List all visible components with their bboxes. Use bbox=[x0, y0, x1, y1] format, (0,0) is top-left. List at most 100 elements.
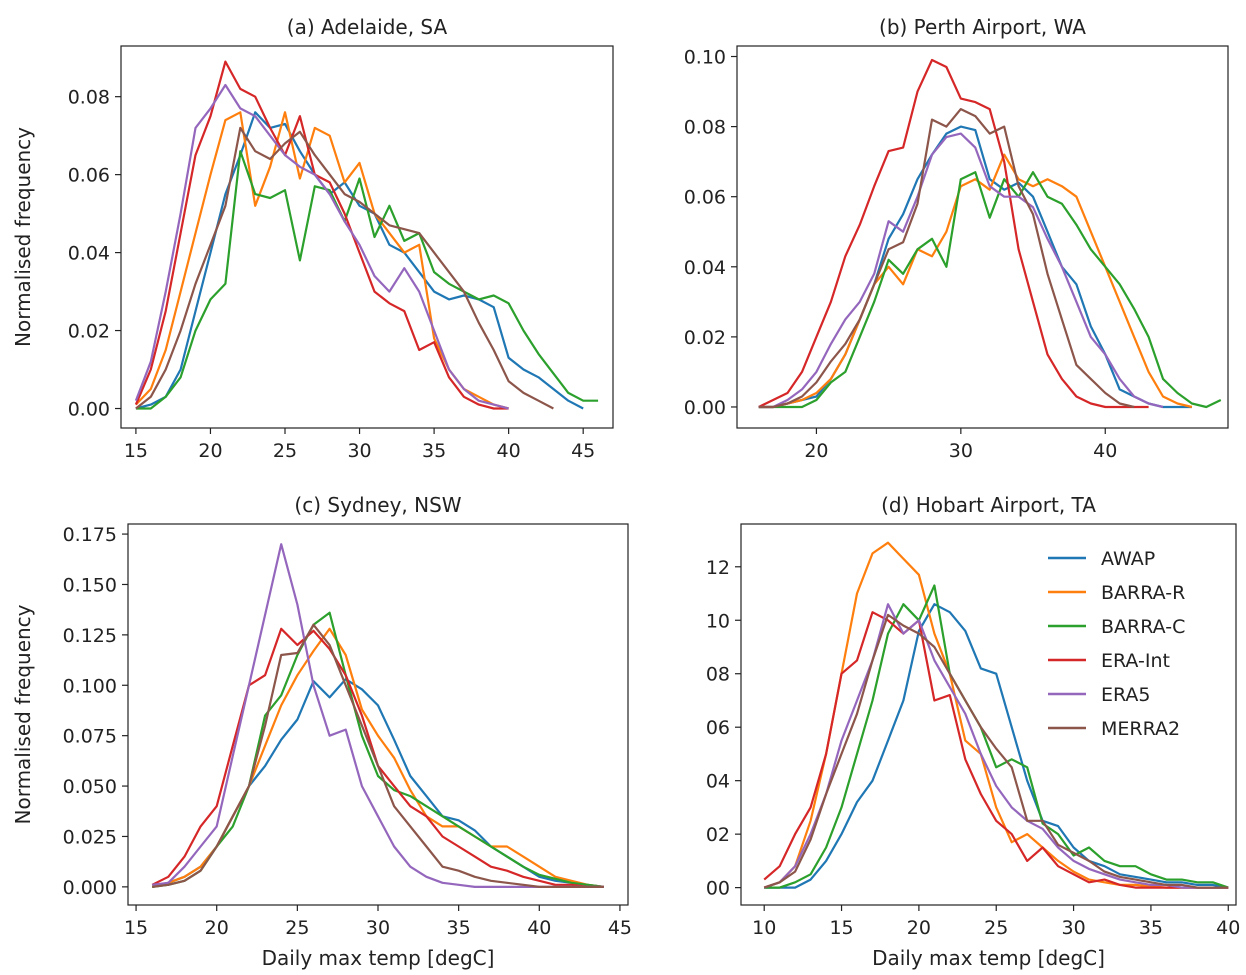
y-tick-label: 0.04 bbox=[68, 243, 110, 265]
y-tick-label: 0.04 bbox=[684, 257, 726, 279]
legend-label: AWAP bbox=[1101, 548, 1155, 570]
y-tick-label: 0.000 bbox=[63, 877, 117, 899]
series-line-4 bbox=[763, 611, 1229, 889]
x-tick-label: 25 bbox=[273, 440, 297, 462]
panel-3: 15 20 25 30 35 40 45 0.000 0.025 0.050 0.075 0.100 0… bbox=[11, 493, 632, 970]
plot-frame bbox=[740, 523, 1237, 906]
x-tick-label: 20 bbox=[205, 917, 229, 939]
series-lines bbox=[134, 60, 599, 410]
y-tick-label: 0.00 bbox=[684, 397, 726, 419]
series-line-6 bbox=[152, 623, 604, 889]
chart-title: (d) Hobart Airport, TA bbox=[881, 493, 1096, 517]
series-line-4 bbox=[151, 627, 604, 889]
x-tick-label: 35 bbox=[1139, 917, 1163, 939]
x-tick-label: 40 bbox=[497, 440, 521, 462]
plot-frame bbox=[736, 45, 1229, 429]
x-tick-label: 30 bbox=[347, 440, 371, 462]
x-tick-label: 30 bbox=[1061, 917, 1085, 939]
legend-label: ERA5 bbox=[1101, 684, 1151, 706]
x-tick-label: 25 bbox=[285, 917, 309, 939]
series-line-2 bbox=[151, 627, 604, 888]
x-tick-label: 30 bbox=[949, 440, 973, 462]
legend-label: ERA-Int bbox=[1101, 650, 1170, 672]
y-axis-label: Normalised frequency bbox=[11, 604, 35, 824]
chart-title: (c) Sydney, NSW bbox=[294, 493, 461, 517]
series-line-5 bbox=[152, 543, 604, 889]
x-tick-label: 25 bbox=[984, 917, 1008, 939]
y-tick-label: 06 bbox=[706, 717, 730, 739]
y-tick-label: 0.06 bbox=[684, 187, 726, 209]
panel-2: 20 30 40 0.00 0.02 0.04 0.06 0.08 0.10 (b) Perth … bbox=[684, 15, 1229, 462]
chart-title: (b) Perth Airport, WA bbox=[879, 15, 1086, 39]
series-line-5 bbox=[763, 603, 1229, 889]
series-line-1 bbox=[135, 111, 584, 410]
series-line-1 bbox=[151, 678, 604, 888]
x-tick-label: 15 bbox=[829, 917, 853, 939]
x-tick-label: 40 bbox=[1093, 440, 1117, 462]
series-line-4 bbox=[758, 58, 1149, 409]
series-line-5 bbox=[134, 83, 509, 410]
series-line-3 bbox=[764, 584, 1229, 889]
y-tick-label: 0.175 bbox=[63, 524, 117, 546]
y-axis-label: Normalised frequency bbox=[11, 127, 35, 347]
x-tick-label: 40 bbox=[527, 917, 551, 939]
x-tick-label: 35 bbox=[422, 440, 446, 462]
legend-label: MERRA2 bbox=[1101, 718, 1180, 740]
series-line-1 bbox=[764, 603, 1229, 889]
y-tick-label: 0.050 bbox=[63, 776, 117, 798]
series-line-4 bbox=[134, 60, 509, 410]
series-line-1 bbox=[758, 125, 1192, 409]
series-line-3 bbox=[758, 171, 1222, 409]
x-tick-label: 20 bbox=[804, 440, 828, 462]
panel-4: 10 15 20 25 30 35 40 00 02 04 06 08 10 12 (d) Hobart A… bbox=[706, 493, 1241, 970]
x-tick-label: 15 bbox=[124, 917, 148, 939]
x-tick-label: 20 bbox=[907, 917, 931, 939]
chart-title: (a) Adelaide, SA bbox=[287, 15, 448, 39]
x-tick-label: 45 bbox=[608, 917, 632, 939]
legend-label: BARRA-R bbox=[1101, 582, 1185, 604]
x-tick-label: 45 bbox=[571, 440, 595, 462]
x-tick-label: 40 bbox=[1216, 917, 1240, 939]
x-tick-label: 10 bbox=[752, 917, 776, 939]
y-tick-label: 0.00 bbox=[68, 399, 110, 421]
y-tick-label: 0.08 bbox=[68, 87, 110, 109]
x-tick-label: 15 bbox=[124, 440, 148, 462]
y-tick-label: 0.100 bbox=[63, 675, 117, 697]
series-lines bbox=[763, 541, 1229, 889]
series-line-3 bbox=[152, 611, 604, 888]
y-tick-label: 0.075 bbox=[63, 726, 117, 748]
x-tick-label: 35 bbox=[447, 917, 471, 939]
legend-label: BARRA-C bbox=[1101, 616, 1185, 638]
y-tick-label: 00 bbox=[706, 878, 730, 900]
y-tick-label: 0.06 bbox=[68, 165, 110, 187]
y-tick-label: 0.150 bbox=[63, 574, 117, 596]
series-line-5 bbox=[758, 132, 1164, 409]
plot-frame bbox=[127, 523, 629, 906]
plot-frame bbox=[120, 45, 614, 429]
y-tick-label: 12 bbox=[706, 557, 730, 579]
series-lines bbox=[758, 58, 1222, 409]
y-tick-label: 0.02 bbox=[68, 321, 110, 343]
x-tick-label: 20 bbox=[198, 440, 222, 462]
y-tick-label: 08 bbox=[706, 664, 730, 686]
series-lines bbox=[151, 543, 604, 889]
legend: AWAP BARRA-R BARRA-C ERA-Int ERA5 MERRA2 bbox=[1048, 548, 1185, 740]
x-tick-label: 30 bbox=[366, 917, 390, 939]
y-tick-label: 10 bbox=[706, 610, 730, 632]
series-line-2 bbox=[758, 153, 1193, 409]
series-line-2 bbox=[135, 111, 509, 410]
y-tick-label: 0.125 bbox=[63, 625, 117, 647]
panel-1: 15 20 25 30 35 40 45 0.00 0.02 0.04 0.06 0.08 (a) Ad… bbox=[11, 15, 614, 462]
y-tick-label: 04 bbox=[706, 771, 730, 793]
x-axis-label: Daily max temp [degC] bbox=[872, 946, 1105, 970]
y-tick-label: 0.10 bbox=[684, 47, 726, 69]
y-tick-label: 0.08 bbox=[684, 117, 726, 139]
y-tick-label: 0.025 bbox=[63, 826, 117, 848]
y-tick-label: 02 bbox=[706, 824, 730, 846]
series-line-6 bbox=[763, 613, 1229, 889]
y-tick-label: 0.02 bbox=[684, 327, 726, 349]
series-line-6 bbox=[758, 107, 1135, 409]
x-axis-label: Daily max temp [degC] bbox=[262, 946, 495, 970]
series-line-6 bbox=[135, 126, 554, 410]
